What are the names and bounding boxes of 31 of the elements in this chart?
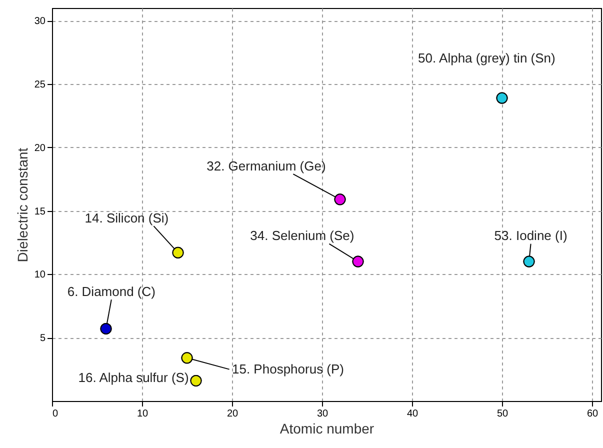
x-axis-title: Atomic number [280,420,374,436]
x-tick-label: 20 [226,408,238,420]
point [352,256,364,268]
point [523,256,535,268]
annotation: 15. Phosphorus (P) [232,361,344,376]
annotation: 6. Diamond (C) [67,284,156,299]
y-tick-label: 5 [40,333,46,344]
x-tick-label: 50 [496,408,508,420]
x-tick-label: 10 [136,408,148,420]
point [496,92,508,104]
annotation: 32. Germanium (Ge) [206,158,326,174]
point [172,246,184,258]
x-tick-label: 60 [586,408,598,420]
annotation: 34. Selenium (Se) [250,228,354,244]
y-tick-label: 25 [34,80,46,91]
y-tick-label: 15 [34,206,46,218]
annotation: 50. Alpha (grey) tin (Sn) [418,50,556,66]
annotation: 14. Silicon (Si) [84,210,169,226]
y-axis-title: Dielectric constant [14,148,30,262]
y-tick-label: 20 [34,142,46,154]
point [190,374,202,386]
annotation: 16. Alpha sulfur (S) [78,370,189,386]
x-tick-label: 30 [316,408,328,420]
point [100,323,112,334]
x-tick-label: 40 [406,408,418,420]
y-tick-label: 10 [34,270,46,281]
x-tick-label: 0 [52,408,58,420]
point [334,194,346,206]
point [181,352,193,364]
annotation: 53. Iodine (I) [494,228,568,244]
y-tick-label: 30 [34,16,46,28]
